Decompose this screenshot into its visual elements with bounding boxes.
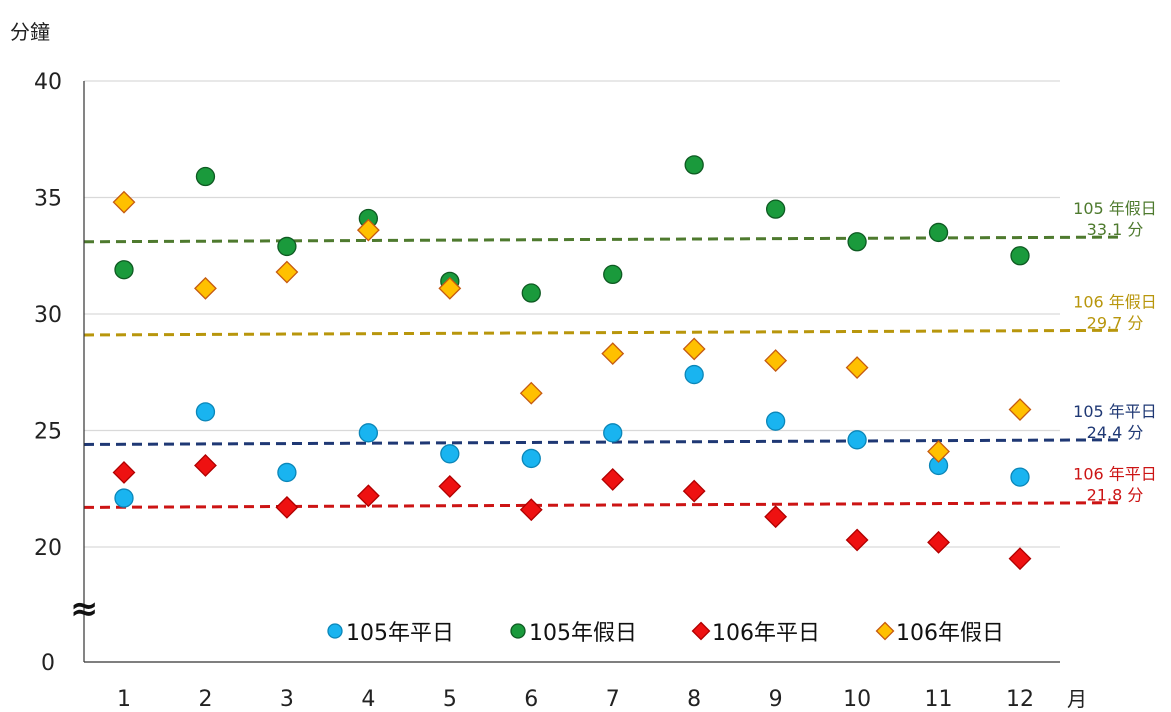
data-point-series-4 — [845, 356, 869, 380]
x-tick-label: 1 — [117, 687, 131, 712]
data-point-series-3 — [682, 479, 706, 503]
x-tick-label: 10 — [843, 687, 871, 712]
average-lines — [83, 235, 1119, 509]
data-point-series-3 — [764, 505, 788, 529]
x-tick-label: 7 — [606, 687, 620, 712]
y-tick-label: 40 — [34, 70, 62, 95]
y-tick-label: 35 — [34, 187, 62, 212]
data-point-series-1 — [1010, 467, 1030, 487]
average-value: 21.8 分 — [1087, 486, 1144, 505]
data-point-series-1 — [521, 448, 541, 469]
data-point-series-2 — [1010, 246, 1030, 266]
data-point-series-2 — [765, 199, 786, 219]
data-point-series-2 — [928, 222, 949, 243]
average-line — [83, 235, 1119, 244]
x-tick-label: 12 — [1006, 687, 1034, 712]
data-point-series-4 — [682, 337, 706, 361]
data-point-series-3 — [275, 495, 299, 519]
data-point-series-1 — [114, 488, 134, 508]
data-point-series-4 — [764, 349, 788, 373]
data-point-series-1 — [440, 444, 460, 464]
grid-lines — [84, 80, 1060, 548]
data-point-series-2 — [114, 260, 134, 280]
data-point-series-4 — [194, 276, 217, 300]
average-line — [83, 438, 1119, 446]
data-point-series-2 — [684, 155, 704, 175]
data-point-series-4 — [927, 440, 950, 463]
legend: 105年平日 105年假日 106年平日 106年假日 — [327, 621, 1004, 646]
data-point-series-2 — [521, 283, 541, 303]
legend-marker — [875, 621, 895, 641]
x-tick-label: 9 — [769, 687, 783, 712]
average-line — [83, 501, 1119, 509]
legend-marker — [510, 623, 526, 639]
data-point-series-3 — [194, 454, 217, 477]
x-tick-label: 5 — [443, 687, 457, 712]
data-point-series-2 — [603, 264, 623, 285]
data-point-series-4 — [519, 381, 543, 405]
data-point-series-3 — [601, 468, 625, 491]
data-point-series-1 — [277, 462, 297, 483]
data-points — [112, 155, 1032, 571]
data-point-series-2 — [847, 232, 867, 252]
data-point-series-1 — [603, 423, 623, 443]
data-point-series-3 — [519, 498, 543, 522]
x-tick-label: 4 — [361, 687, 375, 712]
data-point-series-1 — [847, 430, 867, 450]
data-point-series-1 — [195, 402, 216, 422]
data-point-series-2 — [195, 166, 216, 187]
data-point-series-3 — [845, 528, 869, 552]
average-value: 24.4 分 — [1087, 423, 1144, 442]
y-axis-unit: 分鐘 — [10, 20, 50, 44]
legend-label: 106年假日 — [896, 621, 1004, 646]
legend-label: 105年平日 — [346, 621, 454, 646]
average-line — [83, 328, 1119, 337]
average-labels: 105 年假日 33.1 分 106 年假日 29.7 分 105 年平日 24.4 分 1… — [1073, 199, 1157, 505]
data-point-series-3 — [1008, 547, 1032, 571]
x-tick-label: 2 — [198, 687, 212, 712]
data-point-series-4 — [601, 342, 625, 366]
legend-label: 106年平日 — [712, 621, 820, 646]
average-label: 106 年假日 — [1073, 292, 1157, 311]
data-point-series-2 — [277, 236, 297, 257]
data-point-series-1 — [765, 411, 786, 431]
x-tick-label: 11 — [925, 687, 953, 712]
average-label: 106 年平日 — [1073, 465, 1157, 484]
average-label: 105 年假日 — [1073, 199, 1157, 218]
data-point-series-3 — [356, 484, 380, 508]
legend-marker — [327, 623, 343, 639]
data-point-series-3 — [112, 461, 136, 484]
legend-label: 105年假日 — [529, 621, 637, 646]
x-tick-label: 6 — [524, 687, 538, 712]
data-point-series-4 — [275, 260, 299, 284]
data-point-series-4 — [438, 276, 462, 300]
data-point-series-4 — [1008, 398, 1032, 421]
legend-marker — [691, 621, 711, 641]
y-tick-label: 0 — [41, 651, 55, 676]
data-point-series-1 — [684, 364, 704, 385]
average-label: 105 年平日 — [1073, 402, 1157, 421]
axis-break-symbol: ≈ — [70, 589, 99, 629]
y-tick-label: 25 — [34, 420, 62, 445]
data-point-series-3 — [927, 530, 950, 554]
data-point-series-4 — [112, 190, 136, 214]
data-point-series-4 — [356, 218, 380, 242]
data-point-series-3 — [438, 475, 462, 498]
y-tick-label: 20 — [34, 536, 62, 561]
y-tick-label: 30 — [34, 303, 62, 328]
average-value: 33.1 分 — [1087, 220, 1144, 239]
x-tick-label: 3 — [280, 687, 294, 712]
x-axis-unit: 月 — [1067, 687, 1087, 711]
data-point-series-1 — [358, 423, 379, 443]
average-value: 29.7 分 — [1087, 313, 1144, 332]
x-tick-label: 8 — [687, 687, 701, 712]
